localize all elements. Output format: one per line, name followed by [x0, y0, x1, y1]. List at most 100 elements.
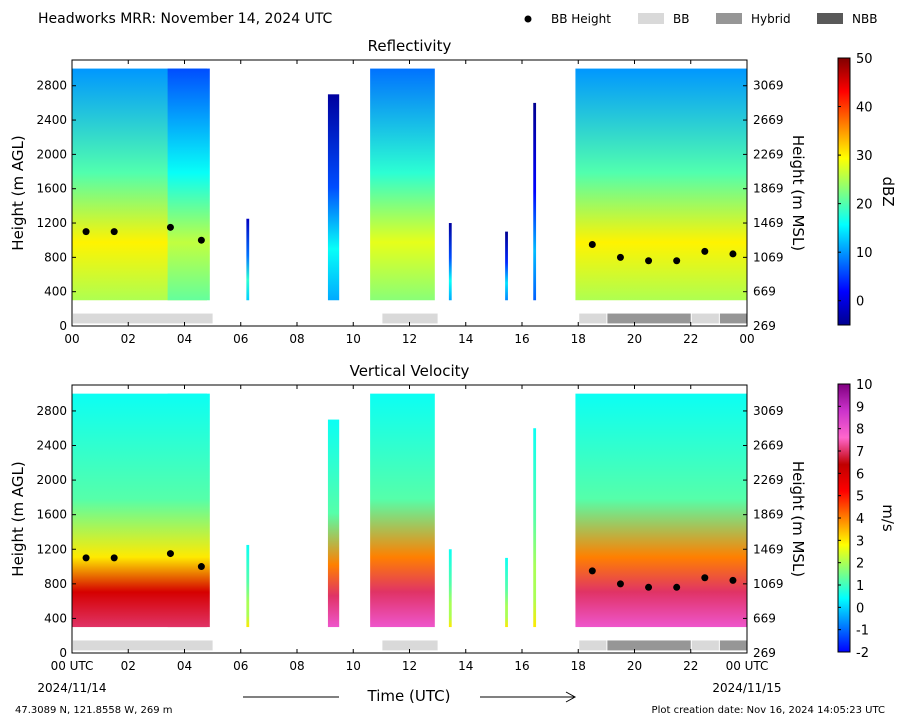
precip-segment: [505, 557, 508, 628]
bb-type-bar-bb: [382, 640, 438, 651]
bb-height-point: [645, 257, 653, 265]
x-tick-label: 06: [233, 332, 248, 346]
colorbar-tick-label: 50: [856, 52, 873, 67]
time-arrow-head: [565, 691, 577, 703]
y-tick-label-left: 1200: [36, 542, 67, 556]
precip-segment: [448, 223, 452, 301]
colorbar-tick-label: 6: [856, 467, 864, 482]
precip-segment: [533, 428, 537, 628]
bb-height-point: [729, 250, 737, 258]
y-tick-label-right: 2669: [753, 113, 784, 127]
colorbar-tick-label: -2: [856, 646, 869, 661]
bb-type-bar-hybrid: [719, 640, 747, 651]
x-tick-label: 16: [514, 659, 529, 673]
x-tick-label: 20: [627, 332, 642, 346]
bb-height-point: [616, 580, 624, 588]
bb-height-point: [701, 247, 709, 255]
y-axis-label-right: Height (m MSL): [789, 461, 807, 577]
x-tick-label: 00 UTC: [51, 659, 94, 673]
legend-nbb-swatch: [817, 13, 843, 24]
y-tick-label-left: 2000: [36, 147, 67, 161]
y-tick-label-right: 2269: [753, 473, 784, 487]
colorbar-tick-label: 40: [856, 101, 873, 116]
precip-segments: [72, 68, 747, 301]
y-tick-label-right: 1069: [753, 250, 784, 264]
precip-segment: [246, 544, 250, 628]
bb-type-bar-hybrid: [607, 313, 691, 324]
bb-height-point: [110, 554, 118, 562]
legend-bb-swatch: [638, 13, 664, 24]
y-axis-label-left: Height (m AGL): [9, 135, 27, 250]
bb-type-bar-bb: [579, 640, 607, 651]
colorbar-tick-label: 30: [856, 149, 873, 164]
colorbar-tick-label: 3: [856, 534, 864, 549]
legend-bb-label: BB: [673, 12, 689, 26]
bb-type-bar-bb: [382, 313, 438, 324]
x-tick-label: 12: [402, 332, 417, 346]
bb-height-point: [197, 563, 205, 571]
bb-height-point: [197, 236, 205, 244]
y-tick-label-right: 669: [753, 611, 776, 625]
colorbar-tick-label: 20: [856, 198, 873, 213]
bb-height-point: [673, 583, 681, 591]
colorbar-tick-label: 9: [856, 400, 864, 415]
bb-type-bar-hybrid: [719, 313, 747, 324]
colorbar-label: m/s: [879, 504, 897, 532]
y-tick-label-left: 400: [44, 611, 67, 625]
y-tick-label-right: 3069: [753, 79, 784, 93]
x-tick-label: 04: [177, 332, 192, 346]
colorbar-tick-label: 0: [856, 601, 864, 616]
x-tick-label: 12: [402, 659, 417, 673]
figure-title: Headworks MRR: November 14, 2024 UTC: [38, 11, 333, 27]
time-arrows: [243, 691, 577, 703]
y-tick-label-right: 669: [753, 285, 776, 299]
y-tick-label-left: 2400: [36, 439, 67, 453]
bb-height-point: [588, 240, 596, 248]
y-tick-label-right: 2669: [753, 439, 784, 453]
y-tick-label-left: 2000: [36, 473, 67, 487]
figure-legend: BB Height BB Hybrid NBB: [524, 12, 877, 26]
legend-hybrid-swatch: [716, 13, 742, 24]
y-tick-label-right: 1469: [753, 542, 784, 556]
bb-height-point: [82, 228, 90, 236]
precip-segments: [72, 393, 747, 628]
y-tick-label-right: 1069: [753, 577, 784, 591]
y-tick-label-left: 2800: [36, 79, 67, 93]
y-tick-label-left: 800: [44, 250, 67, 264]
x-tick-label: 10: [346, 332, 361, 346]
bb-height-point: [166, 223, 174, 231]
y-tick-label-right: 269: [753, 646, 776, 660]
y-tick-label-left: 1600: [36, 508, 67, 522]
colorbar-tick-label: 5: [856, 490, 864, 505]
precip-segment: [448, 549, 452, 628]
x-tick-label: 06: [233, 659, 248, 673]
station-location: 47.3089 N, 121.8558 W, 269 m: [15, 705, 173, 716]
y-tick-label-left: 2800: [36, 404, 67, 418]
bb-type-bar-hybrid: [607, 640, 691, 651]
y-tick-label-right: 2269: [753, 147, 784, 161]
x-tick-label: 00 UTC: [726, 659, 769, 673]
y-tick-label-left: 1600: [36, 182, 67, 196]
bb-type-bar-bb: [691, 313, 719, 324]
colorbar-tick-label: 1: [856, 579, 864, 594]
plot-creation-date: Plot creation date: Nov 16, 2024 14:05:2…: [651, 705, 885, 716]
x-tick-label: 16: [514, 332, 529, 346]
colorbar-tick-label: 8: [856, 423, 864, 438]
colorbar-label: dBZ: [879, 176, 897, 206]
bb-height-point: [616, 253, 624, 261]
precip-segment: [533, 102, 537, 301]
precip-segment: [167, 68, 210, 301]
x-tick-label: 14: [458, 332, 473, 346]
x-tick-label: 02: [121, 659, 136, 673]
x-tick-label: 10: [346, 659, 361, 673]
bb-height-point: [729, 576, 737, 584]
precip-segment: [167, 393, 210, 628]
bb-height-point: [701, 574, 709, 582]
bb-height-point: [673, 257, 681, 265]
y-tick-label-left: 2400: [36, 113, 67, 127]
precip-segment: [246, 218, 250, 301]
colorbar-tick-label: 0: [856, 295, 864, 310]
panel-title: Vertical Velocity: [350, 362, 470, 380]
precip-segment: [575, 393, 747, 628]
legend-bb-height-dot: [524, 15, 532, 23]
